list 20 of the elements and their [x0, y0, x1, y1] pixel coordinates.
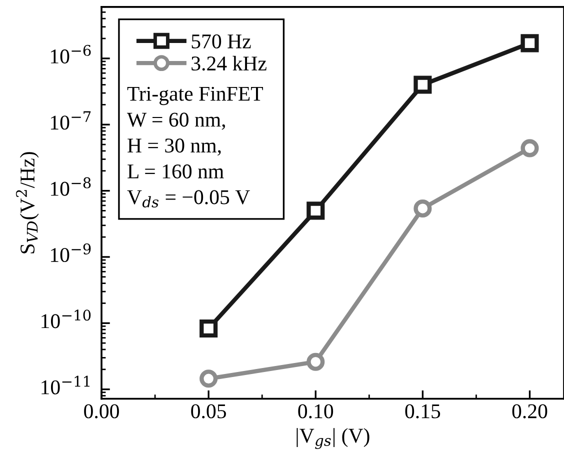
y-axis-title: S$_{VD}$(V$^{2}$/Hz): [16, 152, 39, 254]
y-tick-label: 10$^{−7}$: [50, 111, 91, 130]
x-tick-label: 0.15: [405, 404, 440, 418]
annotation: H = 30 nm,: [128, 138, 221, 156]
annotation: L = 160 nm: [128, 164, 224, 178]
legend-label: 570 Hz: [192, 34, 251, 48]
annotation: Tri-gate FinFET: [127, 86, 264, 106]
x-tick-label: 0.10: [298, 404, 334, 418]
annotation: W = 60 nm,: [126, 112, 225, 130]
x-tick-label: 0.20: [512, 404, 548, 418]
x-tick-label: 0.00: [84, 404, 119, 418]
y-tick-label: 10$^{−9}$: [50, 243, 91, 262]
x-axis-title: |V$_{gs}$| (V): [296, 428, 370, 450]
y-tick-label: 10$^{−10}$: [42, 310, 91, 328]
annotation: V$_{ds}$ = −0.05 V: [127, 190, 250, 208]
y-tick-label: 10$^{−8}$: [50, 177, 91, 196]
y-tick-label: 10$^{−11}$: [42, 376, 90, 394]
y-tick-label: 10$^{−6}$: [50, 44, 91, 64]
x-tick-label: 0.05: [191, 404, 226, 418]
legend-label: 3.24 kHz: [192, 56, 266, 71]
